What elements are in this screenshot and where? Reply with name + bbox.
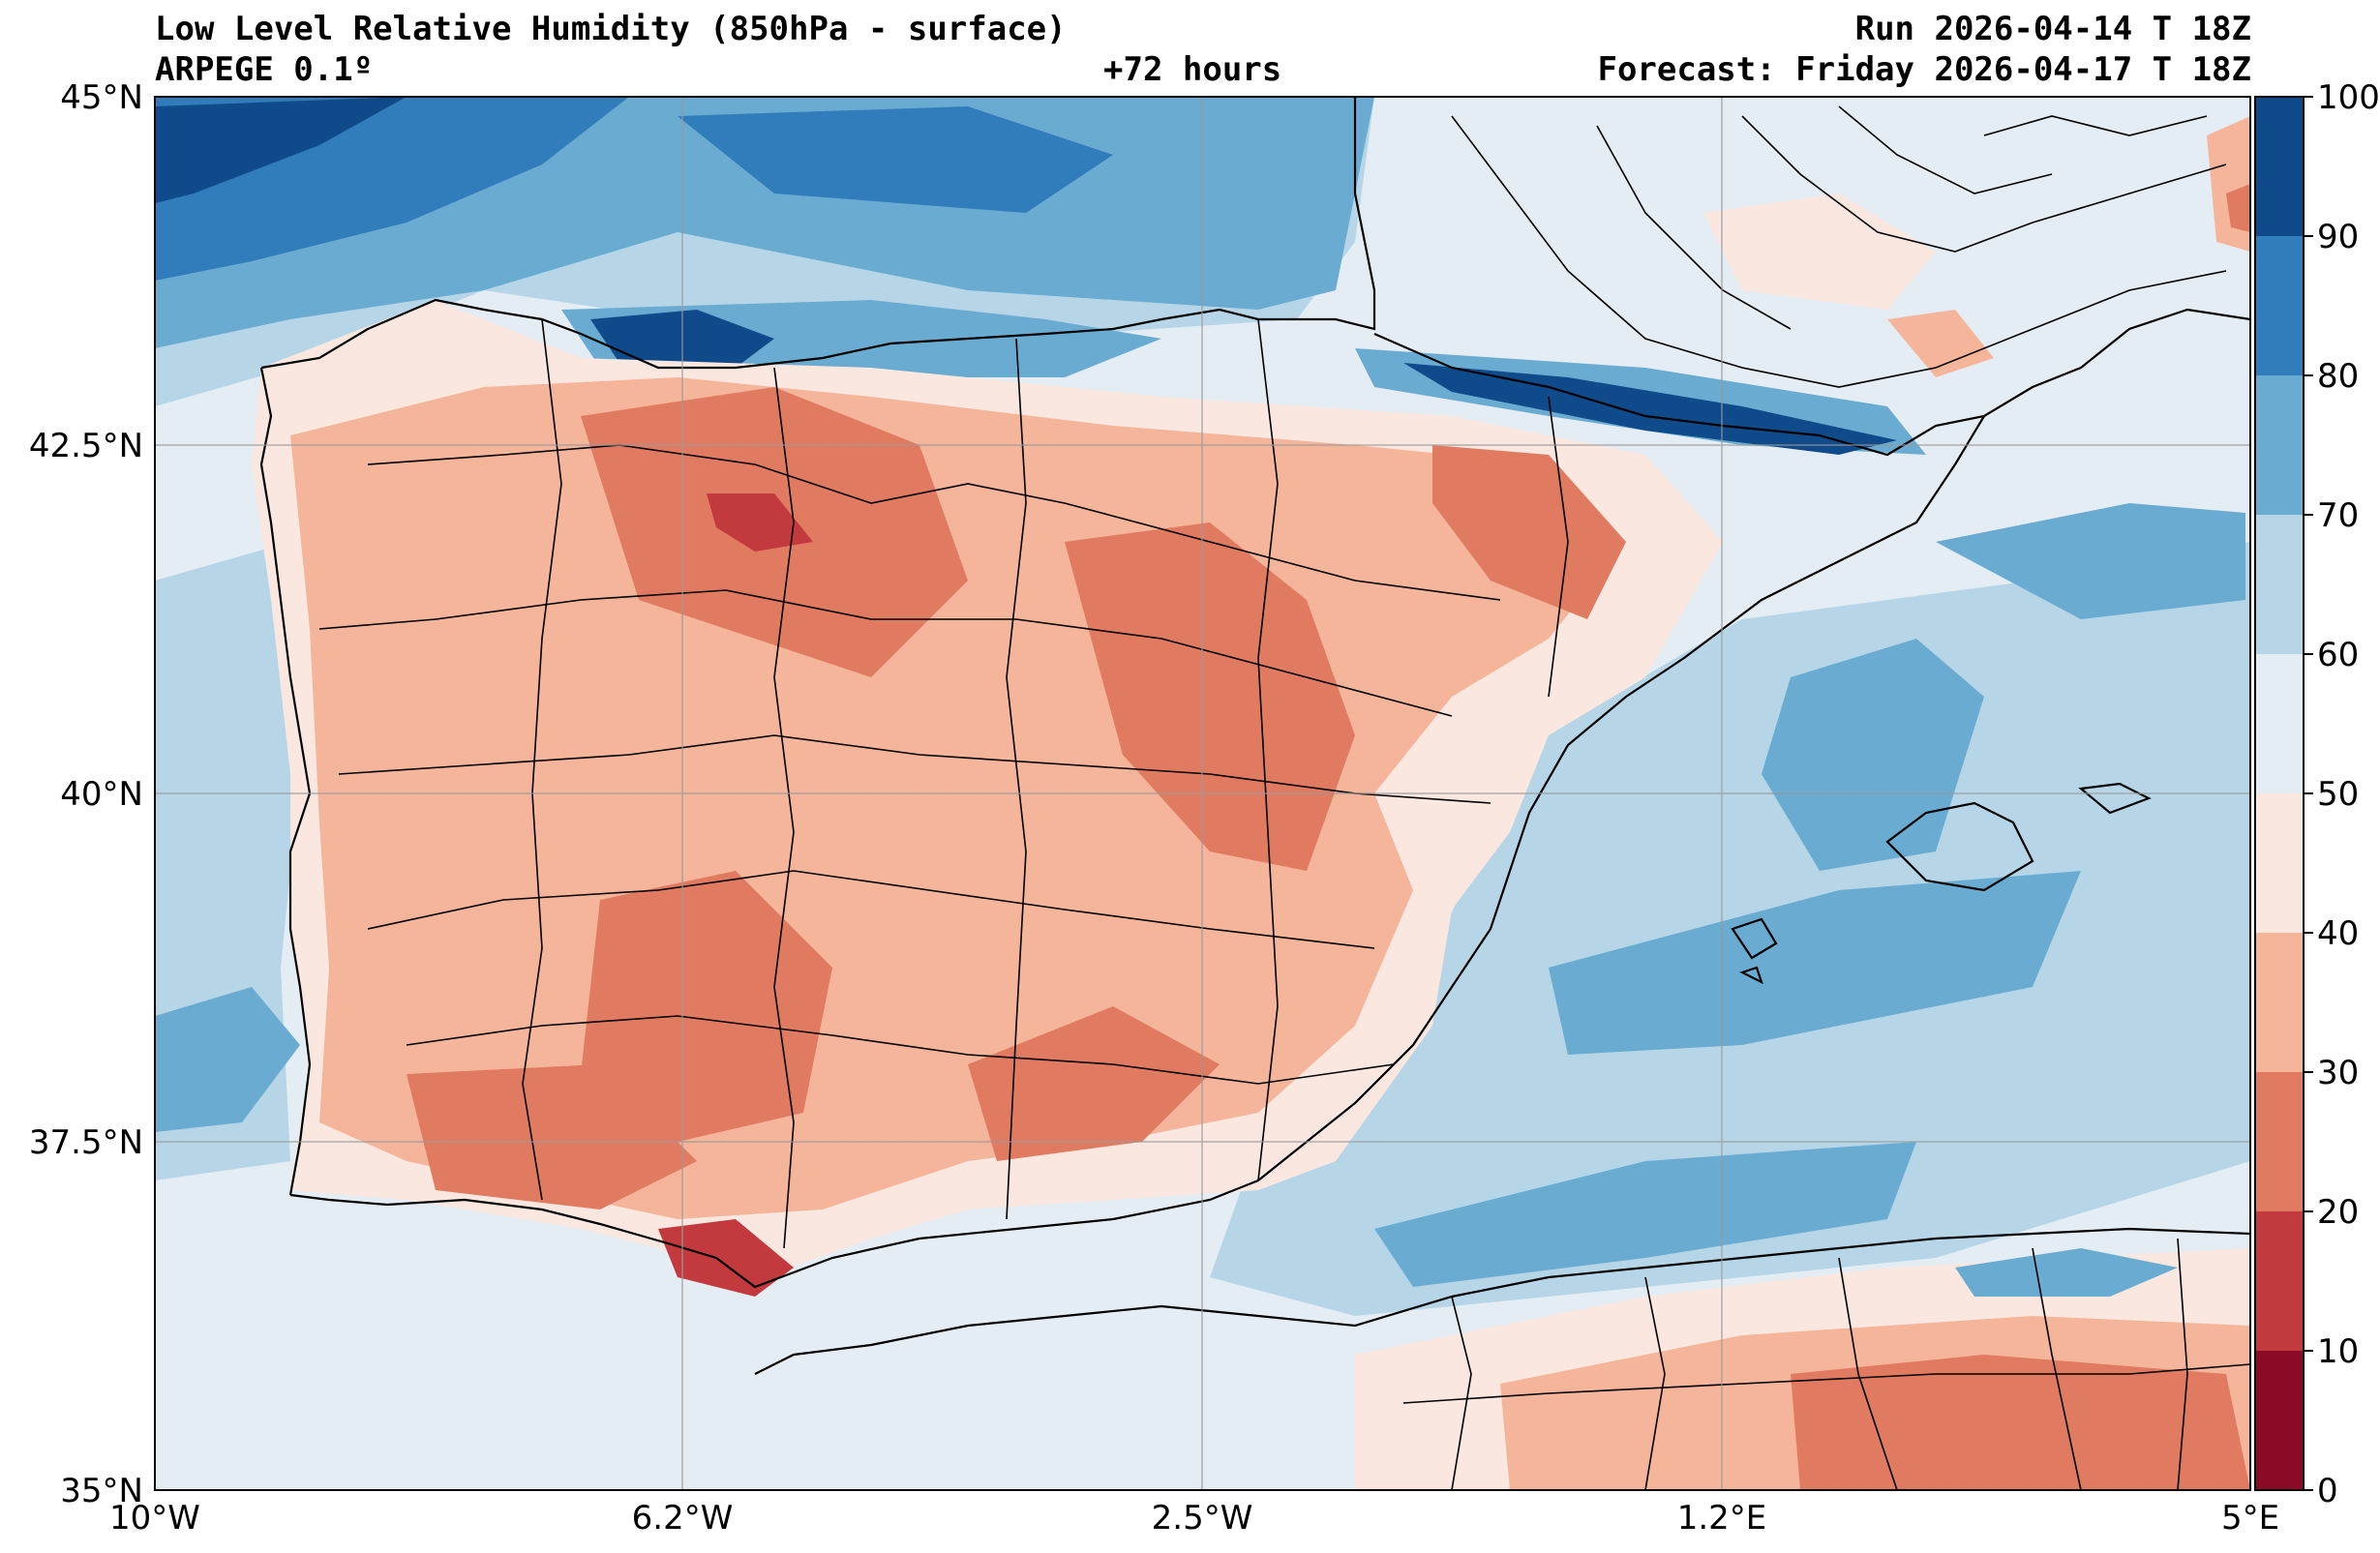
colorbar-segment bbox=[2255, 515, 2304, 654]
colorbar-tick-label: 40 bbox=[2317, 914, 2359, 953]
colorbar-tick-label: 90 bbox=[2317, 218, 2359, 256]
colorbar-segment bbox=[2255, 97, 2304, 236]
colorbar-segment bbox=[2255, 654, 2304, 793]
forecast-label: Forecast: Friday 2026-04-17 T 18Z bbox=[1597, 50, 2251, 89]
colorbar-segment bbox=[2255, 1072, 2304, 1211]
lon-tick-label: 1.2°E bbox=[1677, 1499, 1767, 1538]
colorbar-segment bbox=[2255, 793, 2304, 933]
colorbar-tick-label: 20 bbox=[2317, 1193, 2359, 1232]
colorbar-tick-label: 10 bbox=[2317, 1332, 2359, 1371]
map-frame bbox=[154, 96, 2251, 1491]
lon-tick-labels: 10°W 6.2°W 2.5°W 1.2°E 5°E bbox=[109, 1499, 2279, 1538]
run-label: Run 2026-04-14 T 18Z bbox=[1854, 10, 2251, 48]
colorbar-segment bbox=[2255, 933, 2304, 1072]
lat-tick-label: 40°N bbox=[60, 775, 143, 814]
lat-tick-label: 37.5°N bbox=[29, 1123, 143, 1162]
colorbar-segment bbox=[2255, 375, 2304, 515]
colorbar-tick-label: 50 bbox=[2317, 775, 2359, 814]
colorbar-segment bbox=[2255, 1211, 2304, 1351]
colorbar-tick-label: 60 bbox=[2317, 636, 2359, 674]
map-title: Low Level Relative Humidity (850hPa - su… bbox=[155, 10, 1067, 48]
colorbar-tick-label: 100 bbox=[2317, 78, 2380, 117]
colorbar-tick-label: 70 bbox=[2317, 496, 2359, 535]
lon-tick-label: 10°W bbox=[109, 1499, 200, 1538]
lon-tick-label: 2.5°W bbox=[1152, 1499, 1253, 1538]
graticule bbox=[155, 97, 2250, 1490]
colorbar-tick-label: 80 bbox=[2317, 357, 2359, 396]
model-label: ARPEGE 0.1º bbox=[155, 50, 374, 89]
lead-time-label: +72 hours bbox=[1103, 50, 1282, 89]
lat-tick-label: 42.5°N bbox=[29, 427, 143, 465]
lat-tick-label: 45°N bbox=[60, 78, 143, 117]
colorbar-tick-label: 30 bbox=[2317, 1054, 2359, 1092]
lon-tick-label: 6.2°W bbox=[632, 1499, 734, 1538]
colorbar-segment bbox=[2255, 236, 2304, 375]
admin-borders bbox=[318, 105, 2250, 1490]
lat-tick-label: 35°N bbox=[60, 1472, 143, 1510]
lat-tick-labels: 45°N 42.5°N 40°N 37.5°N 35°N bbox=[29, 78, 143, 1510]
lon-tick-label: 5°E bbox=[2221, 1499, 2279, 1538]
colorbar-tick-label: 0 bbox=[2317, 1472, 2338, 1510]
colorbar: 0 10 20 30 40 50 60 70 80 90 100 bbox=[2254, 78, 2380, 1510]
colorbar-segment bbox=[2255, 1351, 2304, 1490]
